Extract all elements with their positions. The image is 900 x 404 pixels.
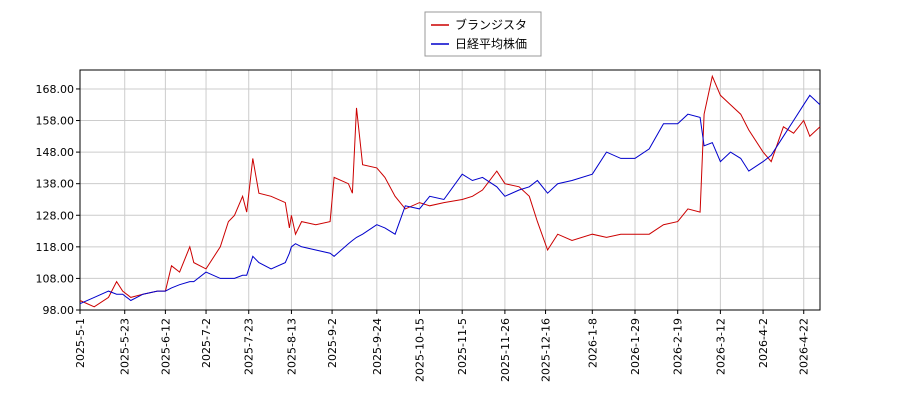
y-tick-label: 158.00 <box>36 115 75 128</box>
plot-frame <box>79 69 821 311</box>
x-tick-label: 2026-4-22 <box>798 318 811 375</box>
legend-label: 日経平均株価 <box>455 36 527 51</box>
y-tick-label: 128.00 <box>36 209 75 222</box>
legend-box <box>424 11 542 57</box>
x-tick-label: 2026-1-8 <box>586 318 599 368</box>
legend-label: ブランジスタ <box>455 17 527 32</box>
y-tick-label: 98.00 <box>43 304 75 317</box>
x-tick-label: 2025-11-5 <box>456 318 469 375</box>
x-tick-label: 2025-12-16 <box>540 318 553 382</box>
y-tick-label: 138.00 <box>36 178 75 191</box>
x-tick-label: 2025-9-24 <box>371 318 384 375</box>
x-tick-label: 2025-11-26 <box>499 318 512 382</box>
x-tick-label: 2025-5-23 <box>119 318 132 375</box>
y-tick-label: 148.00 <box>36 146 75 159</box>
x-tick-label: 2025-5-1 <box>74 318 87 368</box>
y-tick-label: 118.00 <box>36 241 75 254</box>
x-tick-label: 2025-7-23 <box>243 318 256 375</box>
x-tick-label: 2026-3-12 <box>714 318 727 375</box>
series-line <box>79 74 821 308</box>
series-line <box>79 94 821 305</box>
x-tick-label: 2026-4-2 <box>757 318 770 368</box>
x-tick-label: 2025-9-2 <box>326 318 339 368</box>
x-tick-label: 2026-2-19 <box>672 318 685 375</box>
x-tick-label: 2025-8-13 <box>285 318 298 375</box>
x-tick-label: 2025-10-15 <box>414 318 427 382</box>
y-tick-label: 168.00 <box>36 83 75 96</box>
y-tick-label: 108.00 <box>36 272 75 285</box>
x-tick-label: 2025-7-2 <box>200 318 213 368</box>
x-tick-label: 2026-1-29 <box>629 318 642 375</box>
x-tick-label: 2025-6-12 <box>159 318 172 375</box>
